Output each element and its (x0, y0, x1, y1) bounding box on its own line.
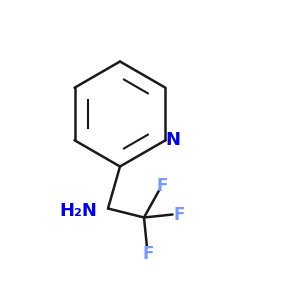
Text: H₂N: H₂N (59, 202, 97, 220)
Text: F: F (173, 206, 185, 224)
Text: N: N (166, 131, 181, 149)
Text: F: F (143, 245, 154, 263)
Text: F: F (157, 177, 168, 195)
